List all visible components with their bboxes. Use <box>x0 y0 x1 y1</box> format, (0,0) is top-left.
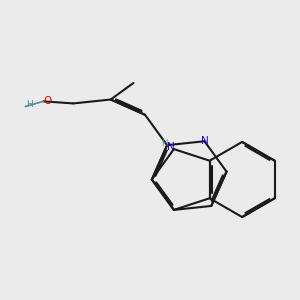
Text: N: N <box>167 142 175 152</box>
Text: N: N <box>201 136 208 146</box>
Text: H: H <box>161 139 168 148</box>
Text: O: O <box>43 96 51 106</box>
Text: H: H <box>26 100 32 109</box>
